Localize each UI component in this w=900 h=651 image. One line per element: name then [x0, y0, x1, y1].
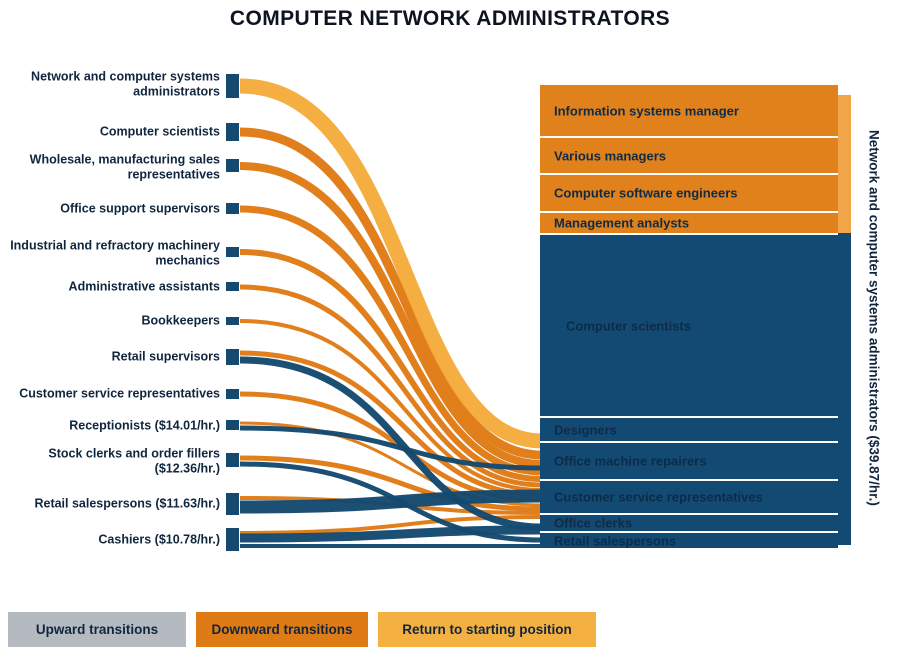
flow-band-down	[239, 455, 543, 512]
left-node-bar	[226, 453, 239, 467]
right-section-label: Office machine repairers	[554, 453, 707, 469]
right-section: Various managers	[540, 136, 838, 173]
right-section-label: Customer service representatives	[554, 489, 763, 505]
right-section: Office clerks	[540, 513, 838, 531]
left-node-bar	[226, 389, 239, 399]
legend-item: Upward transitions	[8, 612, 186, 647]
right-section: Management analysts	[540, 211, 838, 233]
left-node-bar	[226, 528, 239, 551]
right-section: Customer service representatives	[540, 479, 838, 513]
legend-item: Return to starting position	[378, 612, 596, 647]
left-node-label: Administrative assistants	[68, 279, 220, 294]
left-node-bar	[226, 420, 239, 430]
legend: Upward transitions Downward transitions Re…	[8, 612, 596, 647]
left-node-label: Wholesale, manufacturing sales represent…	[29, 152, 220, 181]
terminal-bar-segment	[838, 95, 851, 233]
left-node-label: Network and computer systems administrat…	[31, 69, 220, 98]
left-node-label: Industrial and refractory machinery mech…	[10, 238, 220, 267]
right-axis-label: Network and computer systems administrat…	[866, 129, 882, 506]
left-node-bar	[226, 493, 239, 515]
flow-band-down	[239, 350, 543, 498]
left-node-label: Bookkeepers	[141, 313, 220, 328]
right-section-label: Computer scientists	[566, 318, 691, 333]
terminal-bar-segment	[838, 233, 851, 545]
right-section-label: Computer software engineers	[554, 185, 738, 201]
right-section: Computer software engineers	[540, 173, 838, 211]
flow-band-return	[239, 78, 543, 449]
left-node-bar	[226, 74, 239, 98]
flow-band-down	[239, 319, 543, 492]
left-node-label: Retail supervisors	[111, 349, 220, 364]
chart-title: COMPUTER NETWORK ADMINISTRATORS	[229, 7, 671, 30]
left-node-bar	[226, 123, 239, 141]
flow-band-down	[239, 205, 543, 476]
left-node-bar	[226, 349, 239, 365]
flow-band-down	[239, 162, 543, 468]
right-section-label: Designers	[554, 422, 617, 437]
left-node-bar	[226, 282, 239, 291]
left-node-label: Receptionists ($14.01/hr.)	[69, 418, 220, 433]
flow-band-up	[239, 489, 543, 514]
left-node-bar	[226, 247, 239, 257]
left-node-bar	[226, 203, 239, 214]
left-node-bar	[226, 159, 239, 172]
right-section-label: Management analysts	[554, 215, 690, 231]
legend-item: Downward transitions	[196, 612, 368, 647]
right-section-label: Retail salespersons	[554, 533, 677, 548]
destination-block: Information systems manager Various manag…	[540, 85, 838, 548]
right-section-label: Office clerks	[554, 515, 633, 531]
flow-band-down	[239, 127, 543, 460]
right-section: Information systems manager	[540, 85, 838, 136]
left-node-label: Cashiers ($10.78/hr.)	[98, 532, 220, 547]
left-node-label: Office support supervisors	[60, 201, 220, 216]
left-node-label: Computer scientists	[99, 124, 220, 139]
right-section-label: Information systems manager	[554, 103, 739, 118]
right-section: Designers	[540, 416, 838, 441]
left-node-label: Stock clerks and order fillers ($12.36/h…	[48, 446, 220, 475]
flow-band-up	[239, 425, 543, 471]
right-section: Computer scientists	[540, 233, 838, 416]
right-section: Office machine repairers	[540, 441, 838, 479]
left-node-label: Customer service representatives	[19, 386, 220, 401]
right-section-label: Various managers	[554, 148, 666, 163]
left-node-label: Retail salespersons ($11.63/hr.)	[34, 496, 220, 511]
flow-band-up	[239, 356, 543, 531]
flow-band-up	[239, 525, 543, 543]
right-section: Retail salespersons	[540, 531, 838, 548]
left-node-bar	[226, 317, 239, 325]
flow-band-down	[239, 284, 543, 488]
